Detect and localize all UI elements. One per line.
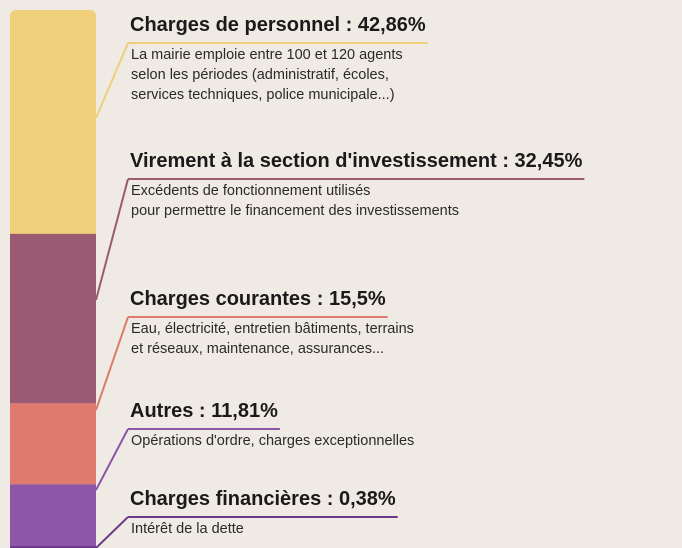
separator: : — [321, 488, 339, 510]
series-name: Charges financières — [130, 488, 321, 510]
value-label: 32,45% — [515, 150, 583, 172]
label-description: La mairie emploie entre 100 et 120 agent… — [131, 47, 403, 63]
label-title: Charges de personnel : 42,86% — [130, 14, 426, 36]
label-title: Virement à la section d'investissement :… — [130, 150, 583, 172]
bar-segment — [10, 484, 96, 547]
value-label: 0,38% — [339, 488, 396, 510]
label-description: Eau, électricité, entretien bâtiments, t… — [131, 321, 414, 337]
bar-segment — [10, 403, 96, 485]
label-description: services techniques, police municipale..… — [131, 87, 395, 103]
label-title: Autres : 11,81% — [130, 400, 278, 422]
connector — [95, 178, 129, 301]
value-label: 11,81% — [211, 400, 278, 422]
label-title: Charges courantes : 15,5% — [130, 288, 386, 310]
stacked-bar — [10, 10, 96, 548]
bar-segment — [10, 10, 96, 234]
separator: : — [497, 150, 515, 172]
separator: : — [340, 14, 358, 36]
label-description: Excédents de fonctionnement utilisés — [131, 183, 370, 199]
label-description: Opérations d'ordre, charges exceptionnel… — [131, 433, 414, 449]
series-name: Autres — [130, 400, 193, 422]
series-name: Charges de personnel — [130, 14, 340, 36]
series-name: Charges courantes — [130, 288, 311, 310]
connector — [95, 428, 129, 491]
series-name: Virement à la section d'investissement — [130, 150, 497, 172]
bar-segment — [10, 546, 96, 548]
bar-segment — [10, 233, 96, 404]
label-description: selon les périodes (administratif, école… — [131, 67, 389, 83]
separator: : — [311, 288, 329, 310]
label-description: et réseaux, maintenance, assurances... — [131, 341, 384, 357]
connector — [95, 316, 129, 411]
separator: : — [193, 400, 211, 422]
label-description: Intérêt de la dette — [131, 521, 244, 537]
connector — [95, 42, 129, 119]
connector — [95, 516, 129, 548]
value-label: 42,86% — [358, 14, 426, 36]
label-title: Charges financières : 0,38% — [130, 488, 396, 510]
label-description: pour permettre le financement des invest… — [131, 203, 459, 219]
value-label: 15,5% — [329, 288, 386, 310]
